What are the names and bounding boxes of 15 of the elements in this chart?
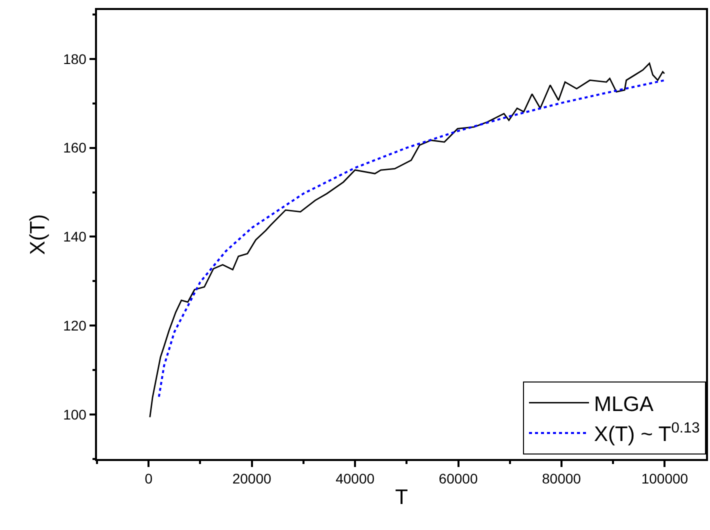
y-tick-label: 160	[63, 140, 87, 156]
x-tick-label: 40000	[336, 470, 375, 487]
y-tick-label: 180	[63, 50, 87, 67]
legend-label: MLGA	[594, 392, 654, 416]
x-axis-title: T	[395, 486, 408, 510]
x-tick-label: 60000	[438, 470, 478, 487]
x-tick-label: 0	[144, 470, 153, 487]
y-tick-label: 100	[63, 406, 87, 422]
y-tick-label: 140	[63, 228, 87, 245]
y-axis-title: X(T)	[26, 214, 50, 255]
x-tick-label: 100000	[641, 470, 688, 487]
x-tick-label: 20000	[232, 470, 272, 487]
y-tick-label: 120	[63, 318, 87, 334]
x-tick-label: 80000	[542, 470, 582, 487]
legend-label: X(T) ~ T$^{0.13}$	[594, 420, 700, 446]
